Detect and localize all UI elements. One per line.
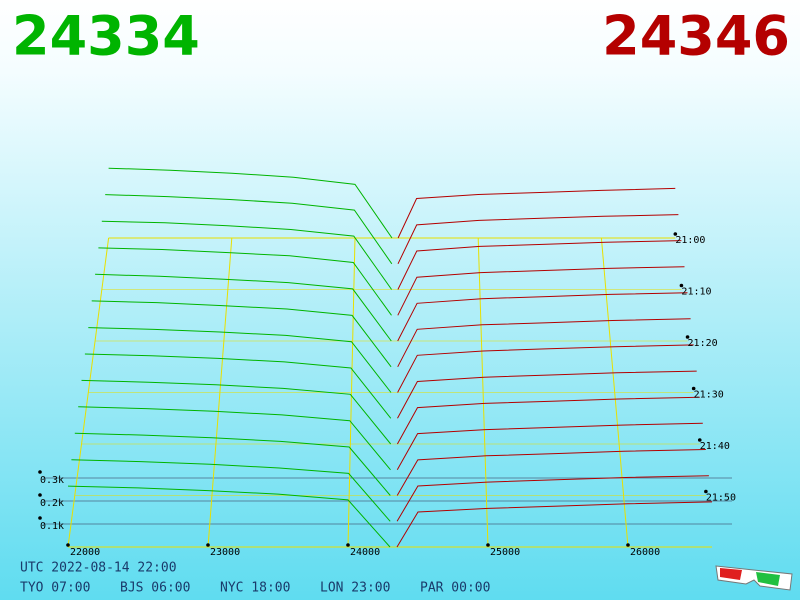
bid-depth-line <box>74 432 391 496</box>
time-tick-label: 21:40 <box>700 441 730 452</box>
price-tick <box>66 543 70 547</box>
ask-depth-line <box>396 501 713 548</box>
time-tick <box>697 438 702 442</box>
time-tick-label: 21:10 <box>681 287 711 298</box>
price-tick-label: 23000 <box>210 547 240 558</box>
depth-tick <box>38 470 42 474</box>
zone-time: TYO 07:00 <box>20 581 90 596</box>
depth-tick <box>38 516 42 520</box>
price-tick-label: 22000 <box>70 547 100 558</box>
zone-time: LON 23:00 <box>320 581 390 596</box>
ask-depth-line <box>397 344 694 393</box>
ask-depth-line <box>397 266 685 316</box>
bid-price: 24334 <box>12 5 200 68</box>
ask-depth-line <box>397 318 691 368</box>
bid-depth-line <box>98 247 392 316</box>
bid-depth-line <box>108 167 393 239</box>
axis-labels: 0.1k 0.2k 0.3k 22000 23000 24000 25000 26000 21:… <box>38 232 736 558</box>
depth-tick-label: 0.2k <box>40 498 64 509</box>
bid-depth-line <box>95 273 392 342</box>
time-tick-label: 21:30 <box>694 390 724 401</box>
bid-depth-line <box>101 220 393 290</box>
3d-glasses-icon <box>715 565 793 591</box>
depth-tick-label: 0.1k <box>40 521 64 532</box>
ask-depth-line <box>397 292 688 342</box>
time-zones: TYO 07:00 BJS 06:00 NYC 18:00 LON 23:00 PAR … <box>20 581 490 596</box>
ask-depth-line <box>396 449 706 496</box>
price-tick <box>346 543 350 547</box>
time-tick-label: 21:50 <box>706 493 736 504</box>
price-tick-label: 25000 <box>490 547 520 558</box>
ask-price: 24346 <box>602 5 790 68</box>
ask-depth-line <box>397 214 679 265</box>
depth-lines <box>67 167 713 548</box>
time-tick-label: 21:00 <box>675 235 705 246</box>
depth-tick-label: 0.3k <box>40 475 64 486</box>
depth-tick <box>38 493 42 497</box>
ask-depth-line <box>397 187 676 239</box>
time-tick <box>704 489 708 494</box>
bid-depth-line <box>67 485 391 548</box>
time-tick <box>673 232 678 236</box>
zone-time: BJS 06:00 <box>120 581 190 596</box>
price-tick-label: 24000 <box>350 547 380 558</box>
bid-depth-line <box>71 459 391 522</box>
time-tick <box>679 283 684 288</box>
zone-time: NYC 18:00 <box>220 581 290 596</box>
price-tick <box>206 543 210 547</box>
bid-depth-line <box>84 353 392 419</box>
ask-depth-line <box>396 422 703 471</box>
ask-depth-line <box>397 240 682 290</box>
bid-depth-line <box>91 300 392 368</box>
bid-depth-line <box>81 379 392 445</box>
price-tick <box>626 543 630 547</box>
price-tick-label: 26000 <box>630 547 660 558</box>
time-tick-label: 21:20 <box>688 338 718 349</box>
ask-depth-line <box>396 475 709 522</box>
time-tick <box>685 335 690 339</box>
price-tick <box>486 543 490 547</box>
bid-depth-line <box>78 406 391 471</box>
utc-time: UTC 2022-08-14 22:00 <box>20 561 177 576</box>
bid-depth-line <box>88 327 392 393</box>
ask-depth-line <box>396 396 700 445</box>
ask-depth-line <box>397 370 697 419</box>
time-tick <box>691 386 696 391</box>
bid-depth-line <box>105 194 393 265</box>
zone-time: PAR 00:00 <box>420 581 490 596</box>
